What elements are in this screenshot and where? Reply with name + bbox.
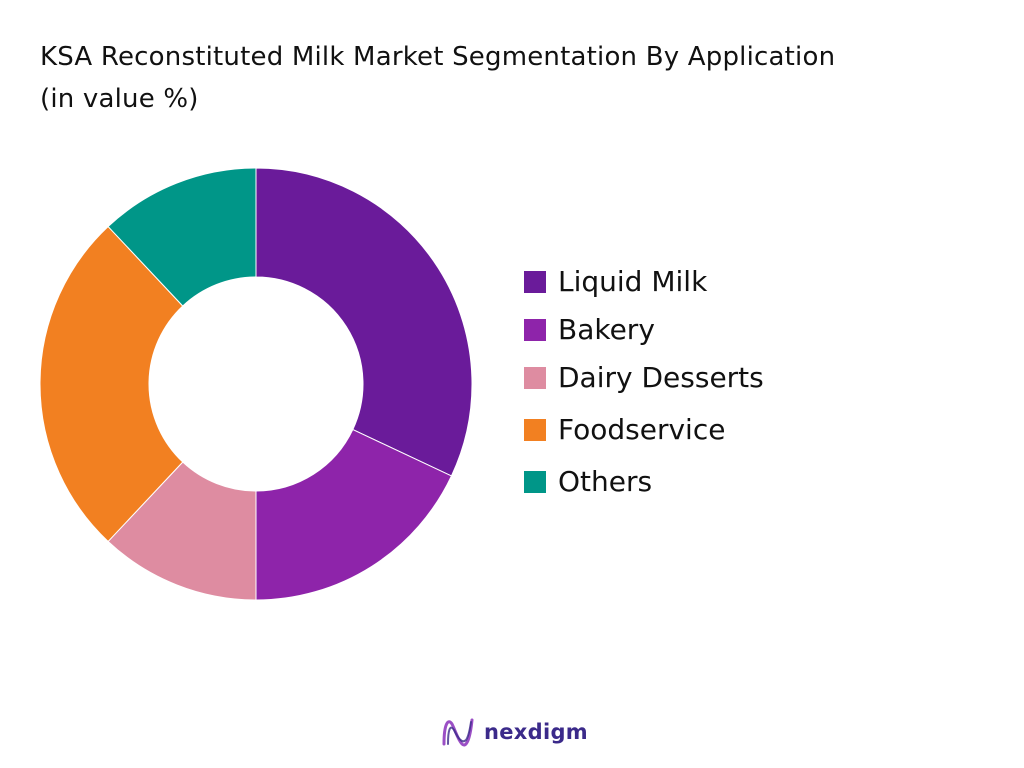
legend-label-liquid-milk: Liquid Milk: [558, 265, 708, 298]
brand-footer: nexdigm: [440, 712, 588, 752]
legend-label-foodservice: Foodservice: [558, 413, 726, 446]
donut-slice-others: [107, 167, 257, 307]
legend-item-others: Others: [524, 462, 652, 502]
legend-item-liquid-milk: Liquid Milk: [524, 262, 707, 302]
legend-label-others: Others: [558, 465, 653, 498]
legend-swatch-dairy-desserts: [524, 367, 546, 389]
legend-swatch-bakery: [524, 319, 546, 341]
nexdigm-logo-icon: [442, 718, 474, 747]
donut-slice-liquid-milk: [255, 167, 473, 477]
donut-chart: [39, 167, 473, 601]
chart-title-main: KSA Reconstituted Milk Market Segmentati…: [40, 42, 836, 72]
donut-slice-bakery: [255, 428, 453, 601]
legend-item-dairy-desserts: Dairy Desserts: [524, 358, 764, 398]
chart-title: KSA Reconstituted Milk Market Segmentati…: [40, 36, 1000, 120]
legend-item-foodservice: Foodservice: [524, 410, 725, 450]
legend-swatch-others: [524, 471, 546, 493]
brand-name: nexdigm: [484, 720, 588, 744]
legend-swatch-foodservice: [524, 419, 546, 441]
legend-swatch-liquid-milk: [524, 271, 546, 293]
legend-label-bakery: Bakery: [558, 313, 655, 346]
chart-subtitle: (in value %): [40, 84, 199, 114]
legend-item-bakery: Bakery: [524, 310, 655, 350]
legend-label-dairy-desserts: Dairy Desserts: [558, 361, 764, 394]
donut-slice-foodservice: [39, 225, 184, 543]
